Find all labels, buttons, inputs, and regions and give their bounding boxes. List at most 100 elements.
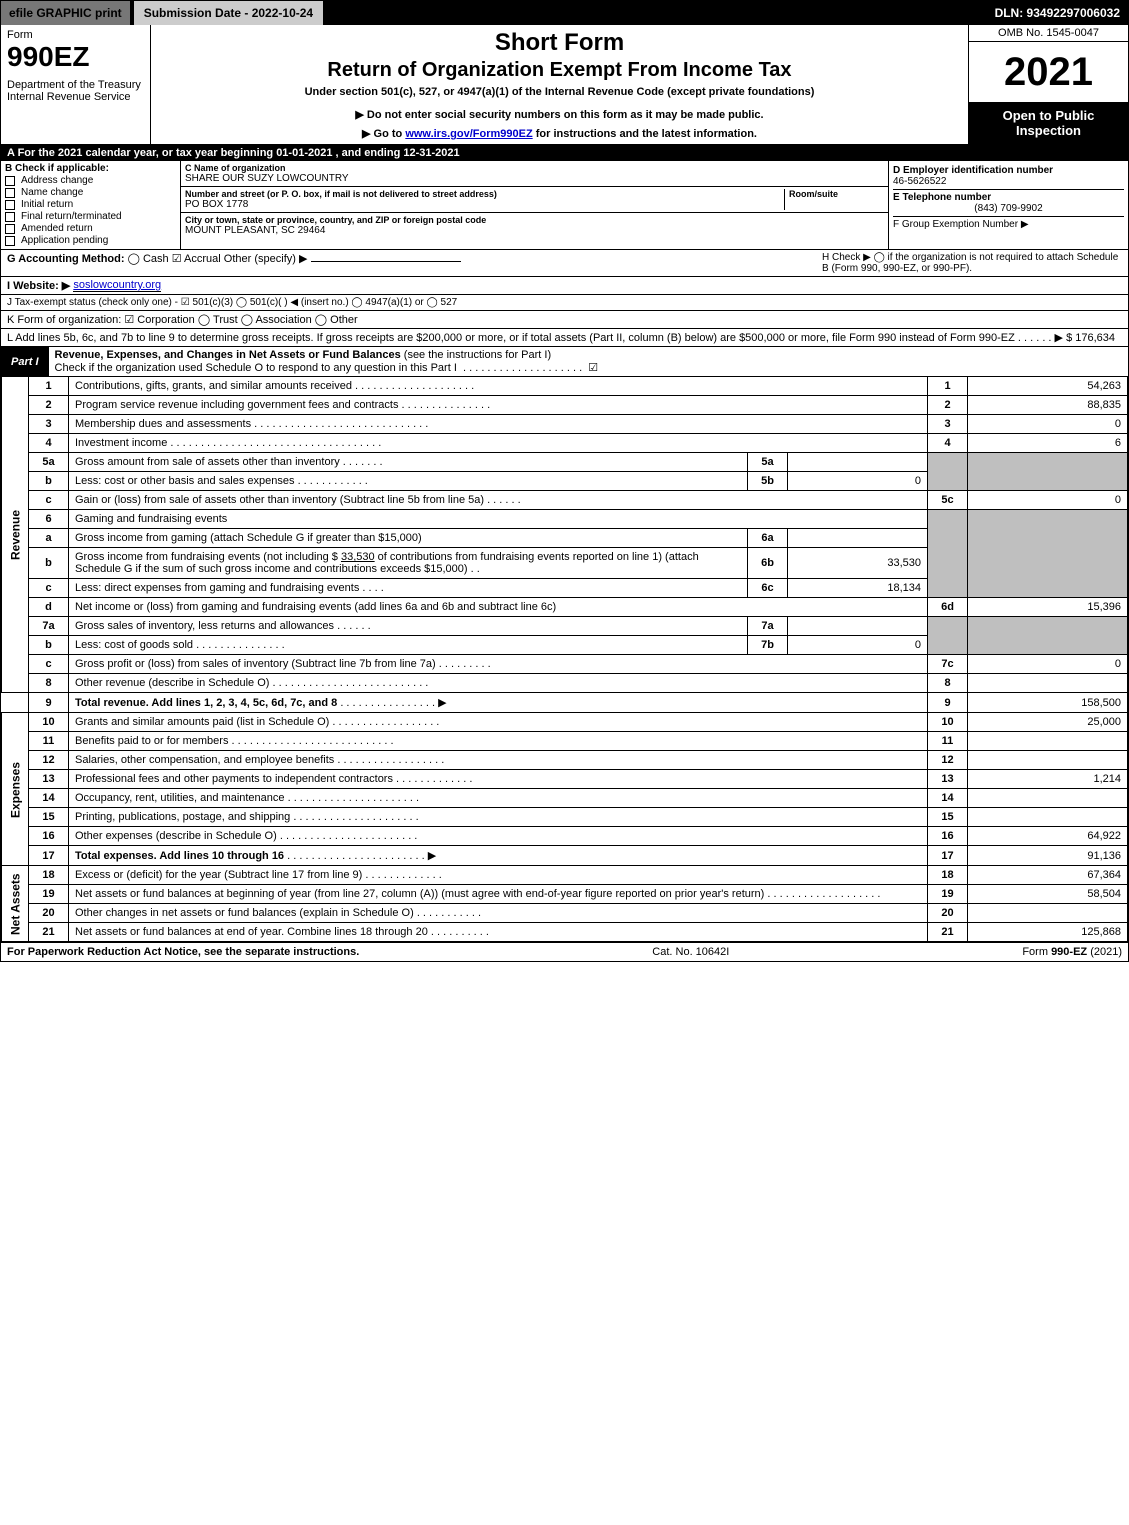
footer-left: For Paperwork Reduction Act Notice, see … [7, 946, 359, 958]
open-public: Open to Public Inspection [969, 102, 1128, 144]
header-right: OMB No. 1545-0047 2021 Open to Public In… [968, 25, 1128, 144]
line-4-desc: Investment income . . . . . . . . . . . … [69, 434, 928, 453]
form-word: Form [7, 29, 144, 41]
application-pending-label: Application pending [21, 235, 108, 246]
line-13-desc: Professional fees and other payments to … [69, 770, 928, 789]
header-left: Form 990EZ Department of the Treasury In… [1, 25, 151, 144]
shaded-6 [928, 510, 968, 598]
line-8-text: Other revenue (describe in Schedule O) [75, 677, 269, 689]
amended-return-checkbox[interactable] [5, 224, 15, 234]
part1-check: Check if the organization used Schedule … [55, 362, 457, 374]
revenue-side-label: Revenue [2, 377, 29, 693]
dln-label: DLN: 93492297006032 [995, 6, 1128, 20]
g-other: Other (specify) ▶ [224, 253, 308, 265]
line-5c-text: Gain or (loss) from sale of assets other… [75, 494, 484, 506]
final-return-label: Final return/terminated [21, 211, 122, 222]
line-20-num: 20 [29, 904, 69, 923]
lines-table: Revenue 1 Contributions, gifts, grants, … [1, 376, 1128, 942]
goto-link[interactable]: www.irs.gov/Form990EZ [405, 128, 532, 140]
line-17-rlabel: 17 [928, 846, 968, 866]
line-5c-rlabel: 5c [928, 491, 968, 510]
submission-date: Submission Date - 2022-10-24 [134, 1, 323, 25]
line-19-num: 19 [29, 885, 69, 904]
initial-return-checkbox[interactable] [5, 200, 15, 210]
line-17-num: 17 [29, 846, 69, 866]
line-13-value: 1,214 [968, 770, 1128, 789]
line-6d-rlabel: 6d [928, 598, 968, 617]
line-5c-num: c [29, 491, 69, 510]
street-value: PO BOX 1778 [185, 199, 784, 210]
line-6a-desc: Gross income from gaming (attach Schedul… [69, 529, 748, 548]
line-7b-slabel: 7b [748, 636, 788, 655]
org-name-label: C Name of organization [185, 163, 884, 173]
initial-return-label: Initial return [21, 199, 73, 210]
application-pending-checkbox[interactable] [5, 236, 15, 246]
final-return-checkbox[interactable] [5, 212, 15, 222]
line-6c-svalue: 18,134 [788, 579, 928, 598]
l-text: L Add lines 5b, 6c, and 7b to line 9 to … [7, 332, 1015, 344]
g-other-input[interactable] [311, 261, 461, 262]
line-12-desc: Salaries, other compensation, and employ… [69, 751, 928, 770]
line-6d-num: d [29, 598, 69, 617]
section-j: J Tax-exempt status (check only one) - ☑… [1, 295, 1128, 311]
goto-pre: ▶ Go to [362, 128, 405, 140]
line-5a-desc: Gross amount from sale of assets other t… [69, 453, 748, 472]
line-11-rlabel: 11 [928, 732, 968, 751]
shaded-7ab [928, 617, 968, 655]
line-6a-num: a [29, 529, 69, 548]
line-10-value: 25,000 [968, 713, 1128, 732]
line-12-text: Salaries, other compensation, and employ… [75, 754, 334, 766]
line-5a-slabel: 5a [748, 453, 788, 472]
shaded-7ab-v [968, 617, 1128, 655]
g-accrual: Accrual [184, 253, 221, 265]
line-6d-value: 15,396 [968, 598, 1128, 617]
line-4-rlabel: 4 [928, 434, 968, 453]
section-l: L Add lines 5b, 6c, and 7b to line 9 to … [1, 329, 1128, 347]
omb-number: OMB No. 1545-0047 [969, 25, 1128, 42]
efile-label: efile GRAPHIC print [1, 1, 130, 25]
header-center: Short Form Return of Organization Exempt… [151, 25, 968, 144]
line-18-rlabel: 18 [928, 866, 968, 885]
footer-right: Form 990-EZ (2021) [1022, 946, 1122, 958]
line-6-desc: Gaming and fundraising events [69, 510, 928, 529]
line-17-desc: Total expenses. Add lines 10 through 16 … [69, 846, 928, 866]
line-16-rlabel: 16 [928, 827, 968, 846]
form-header: Form 990EZ Department of the Treasury In… [1, 25, 1128, 145]
tax-year: 2021 [969, 42, 1128, 102]
line-6b-d1: Gross income from fundraising events (no… [75, 551, 341, 563]
amended-return-label: Amended return [21, 223, 93, 234]
section-g: G Accounting Method: ◯ Cash ☑ Accrual Ot… [7, 252, 461, 265]
dept-label: Department of the Treasury Internal Reve… [7, 79, 144, 103]
expenses-side-label: Expenses [2, 713, 29, 866]
line-2-desc: Program service revenue including govern… [69, 396, 928, 415]
line-14-value [968, 789, 1128, 808]
line-8-desc: Other revenue (describe in Schedule O) .… [69, 674, 928, 693]
shaded-5ab [928, 453, 968, 491]
line-20-desc: Other changes in net assets or fund bala… [69, 904, 928, 923]
b-label: B Check if applicable: [5, 163, 176, 174]
line-14-num: 14 [29, 789, 69, 808]
line-19-text: Net assets or fund balances at beginning… [75, 888, 764, 900]
line-11-text: Benefits paid to or for members [75, 735, 228, 747]
name-change-checkbox[interactable] [5, 188, 15, 198]
part1-sub: (see the instructions for Part I) [404, 349, 551, 361]
line-16-desc: Other expenses (describe in Schedule O) … [69, 827, 928, 846]
line-20-rlabel: 20 [928, 904, 968, 923]
line-12-rlabel: 12 [928, 751, 968, 770]
netassets-side-label: Net Assets [2, 866, 29, 942]
line-5b-svalue: 0 [788, 472, 928, 491]
address-change-checkbox[interactable] [5, 176, 15, 186]
line-8-rlabel: 8 [928, 674, 968, 693]
line-6b-desc: Gross income from fundraising events (no… [69, 548, 748, 579]
line-6c-text: Less: direct expenses from gaming and fu… [75, 582, 359, 594]
line-18-num: 18 [29, 866, 69, 885]
line-5a-svalue [788, 453, 928, 472]
line-3-value: 0 [968, 415, 1128, 434]
city-cell: City or town, state or province, country… [181, 213, 888, 238]
line-7c-desc: Gross profit or (loss) from sales of inv… [69, 655, 928, 674]
goto-post: for instructions and the latest informat… [533, 128, 757, 140]
section-h: H Check ▶ ◯ if the organization is not r… [822, 252, 1122, 274]
website-link[interactable]: soslowcountry.org [73, 279, 161, 292]
line-1-num: 1 [29, 377, 69, 396]
line-6c-slabel: 6c [748, 579, 788, 598]
